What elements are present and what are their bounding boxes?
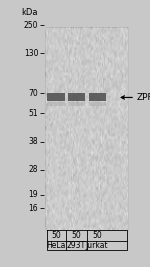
Bar	[47, 102, 65, 106]
Text: 70: 70	[28, 89, 38, 98]
Bar	[89, 93, 106, 101]
Text: Jurkat: Jurkat	[86, 241, 108, 250]
Text: 50: 50	[51, 231, 61, 240]
Text: 51: 51	[29, 109, 38, 118]
Bar	[47, 93, 65, 101]
Text: 16: 16	[29, 204, 38, 213]
Bar	[68, 93, 85, 101]
Bar	[45, 27, 128, 230]
Text: kDa: kDa	[22, 7, 38, 17]
Text: 130: 130	[24, 49, 38, 58]
Bar	[68, 102, 85, 106]
Bar	[89, 102, 106, 106]
Text: HeLa: HeLa	[46, 241, 66, 250]
Text: 250: 250	[24, 21, 38, 30]
Text: 19: 19	[29, 190, 38, 199]
Text: 293T: 293T	[67, 241, 86, 250]
Text: 50: 50	[72, 231, 81, 240]
Text: 38: 38	[29, 137, 38, 146]
Text: 28: 28	[29, 165, 38, 174]
Text: 50: 50	[92, 231, 102, 240]
Text: ZPR9: ZPR9	[136, 93, 150, 102]
